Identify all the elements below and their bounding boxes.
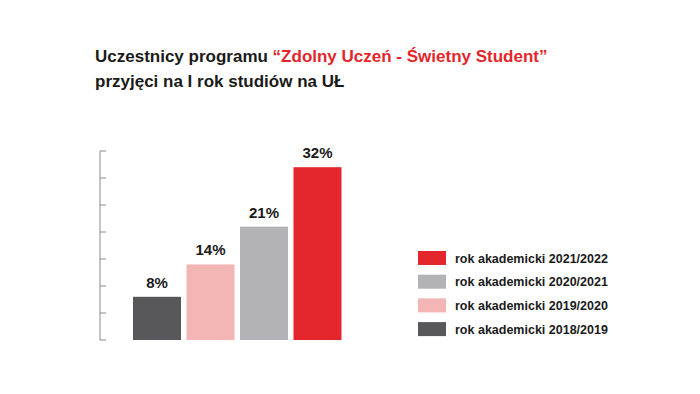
y-tick [100,259,106,260]
legend-label: rok akademicki 2019/2020 [455,299,608,313]
y-tick [100,286,106,287]
bars [133,167,342,340]
y-tick [100,178,106,179]
y-tick [100,232,106,233]
legend-swatch [418,298,446,312]
y-tick [100,313,106,314]
data-labels: 8% 14% 21% 32% [146,144,332,291]
chart-container: Uczestnicy programu “Zdolny Uczeń - Świe… [0,0,700,394]
chart-title: Uczestnicy programu “Zdolny Uczeń - Świe… [95,47,547,91]
legend-swatch [418,275,446,289]
page: {"chart_data": {"type": "bar", "title": … [0,0,700,394]
y-axis-line [100,151,101,340]
title-part: przyjęci na I rok studiów na UŁ [95,72,344,91]
data-label: 32% [302,144,332,161]
y-tick [100,205,106,206]
legend-label: rok akademicki 2018/2019 [455,323,608,337]
chart-svg: Uczestnicy programu “Zdolny Uczeń - Świe… [0,0,700,394]
legend-label: rok akademicki 2020/2021 [455,275,608,289]
bar [187,264,235,340]
data-label: 21% [249,204,279,221]
y-tick [100,340,106,341]
bar [294,167,342,340]
legend-label: rok akademicki 2021/2022 [455,252,608,266]
data-label: 14% [195,241,225,258]
y-axis [100,151,106,340]
bar [240,227,288,340]
title-highlight: “Zdolny Uczeń - Świetny Student” [273,47,548,66]
legend-swatch [418,322,446,336]
legend: rok akademicki 2021/2022 rok akademicki 2… [418,251,608,337]
y-tick [100,151,106,152]
data-label: 8% [146,274,168,291]
title-part: Uczestnicy programu [95,47,273,66]
bar [133,297,181,340]
legend-swatch [418,251,446,265]
